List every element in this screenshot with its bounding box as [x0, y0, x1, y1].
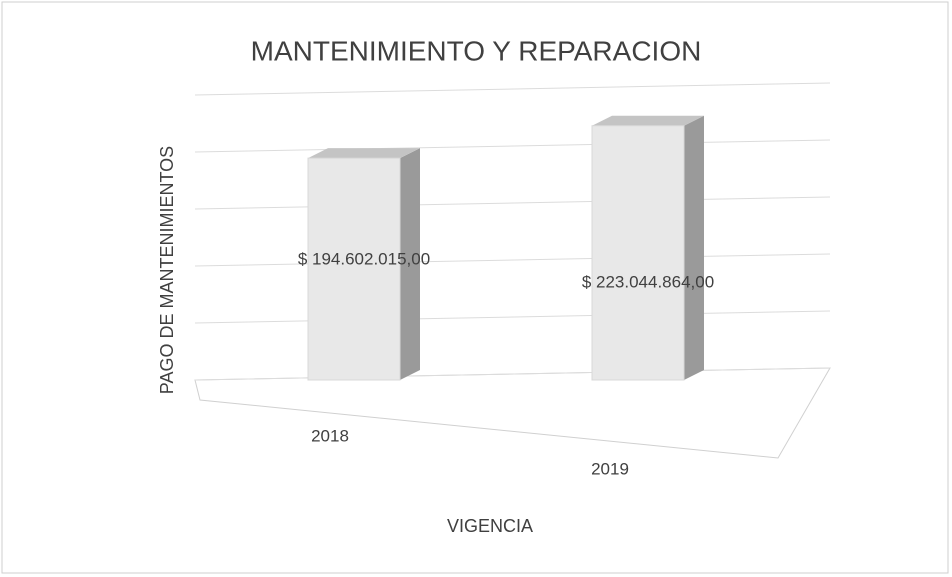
bar-top — [592, 115, 704, 126]
y-axis-label: PAGO DE MANTENIMIENTOS — [157, 146, 177, 394]
x-tick-label: 2018 — [311, 426, 349, 445]
bar — [307, 157, 401, 381]
data-label: $ 194.602.015,00 — [298, 249, 430, 268]
grid-line — [194, 139, 831, 153]
grid-line — [194, 82, 831, 96]
grid-line — [194, 196, 831, 210]
data-label: $ 223.044.864,00 — [582, 272, 714, 291]
chart-title: MANTENIMIENTO Y REPARACION — [251, 35, 702, 66]
bar-side — [400, 148, 420, 380]
x-tick-label: 2019 — [591, 459, 629, 478]
bar — [591, 125, 685, 381]
x-axis-label: VIGENCIA — [447, 516, 533, 536]
grid-line — [194, 367, 831, 381]
grid-line — [194, 310, 831, 324]
grid-line — [194, 253, 831, 267]
bar-top — [308, 148, 420, 159]
bar-side — [684, 115, 704, 380]
